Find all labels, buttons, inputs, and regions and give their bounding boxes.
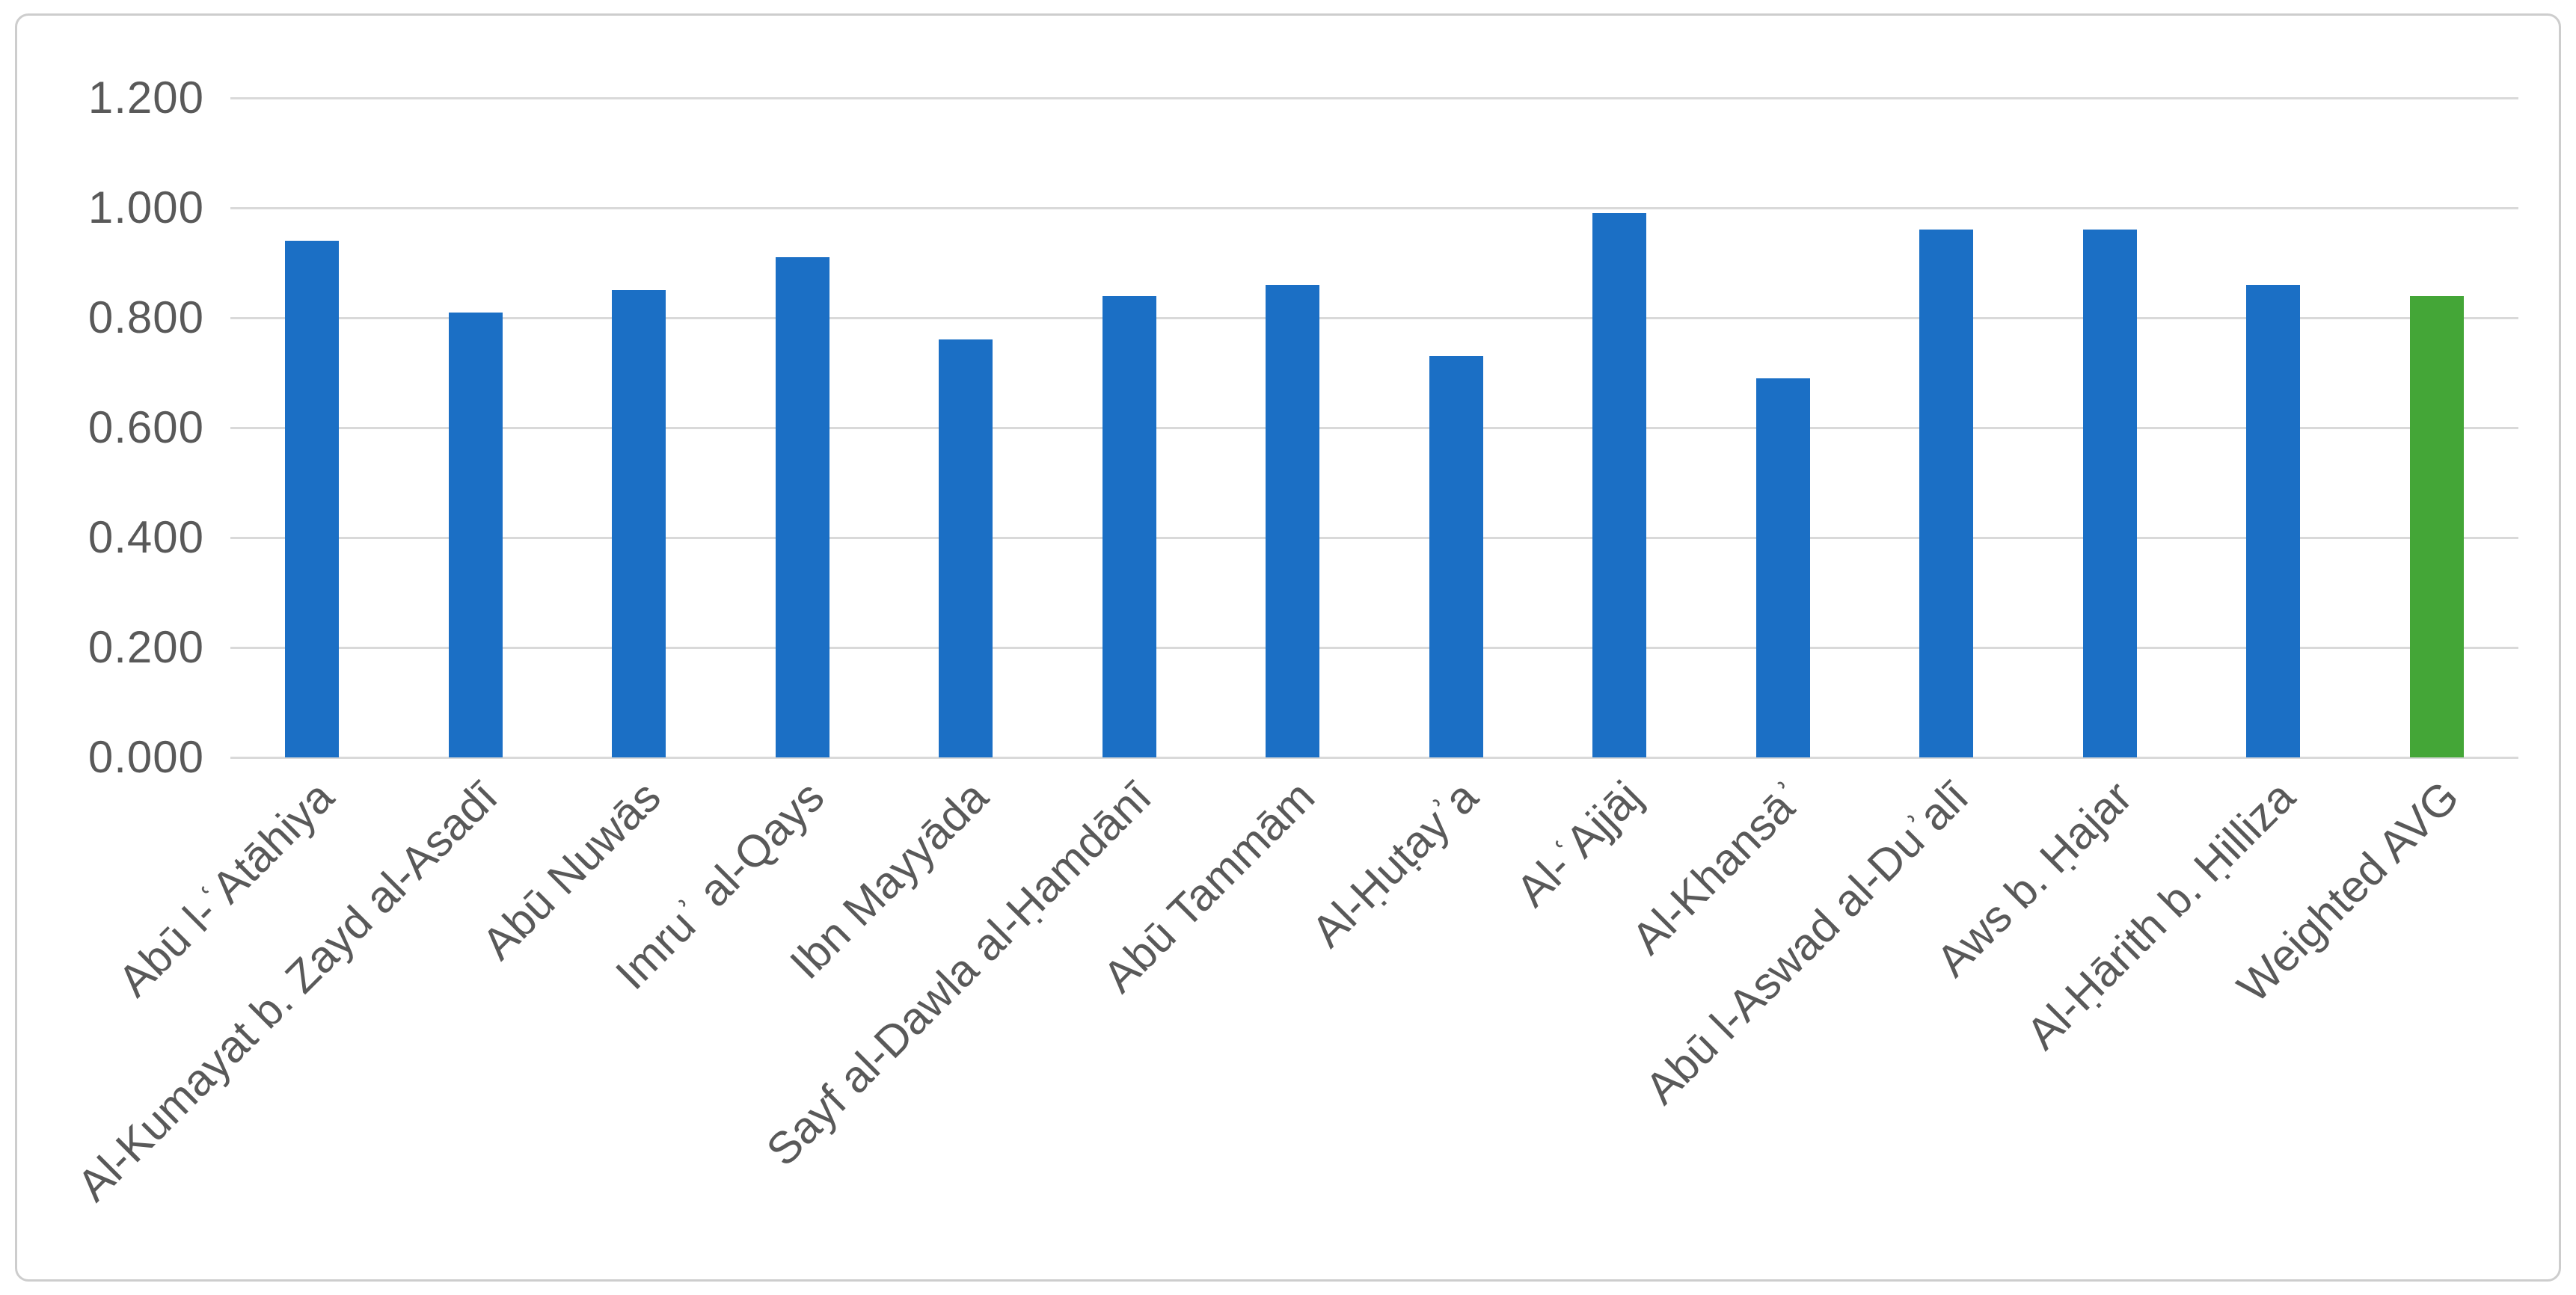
bar	[285, 241, 340, 757]
x-tick-label: Al-Ḥārith b. Ḥilliza	[2017, 771, 2305, 1059]
plot-area	[230, 97, 2518, 759]
gridline	[230, 207, 2518, 209]
y-tick-label: 0.200	[88, 622, 204, 672]
bar-weighted-avg	[2409, 295, 2464, 757]
gridline	[230, 647, 2518, 649]
bar	[1919, 230, 1974, 757]
gridline	[230, 97, 2518, 99]
gridline	[230, 537, 2518, 539]
bar	[2246, 284, 2301, 757]
bar	[448, 312, 503, 757]
bar	[2082, 230, 2137, 757]
gridline	[230, 427, 2518, 429]
y-tick-label: 1.200	[88, 73, 204, 123]
chart-frame: 0.000 0.200 0.400 0.600 0.800 1.000 1.200 Abū …	[15, 13, 2561, 1282]
bar	[1755, 378, 1810, 757]
y-tick-label: 0.800	[88, 292, 204, 342]
y-tick-label: 0.400	[88, 512, 204, 562]
bar	[939, 339, 993, 757]
x-axis-line	[230, 757, 2518, 759]
gridline	[230, 317, 2518, 319]
bar	[1266, 284, 1320, 757]
y-tick-label: 0.600	[88, 402, 204, 452]
bar	[1429, 356, 1483, 757]
bar	[1592, 213, 1647, 757]
x-tick-label: Al-Ḥuṭayʾa	[1302, 771, 1488, 957]
x-tick-label: Al-ʿAjjāj	[1506, 771, 1652, 917]
y-tick-label: 1.000	[88, 182, 204, 233]
bar	[1102, 295, 1156, 757]
bar	[775, 257, 829, 757]
bar	[612, 290, 666, 757]
y-tick-label: 0.000	[88, 732, 204, 782]
x-tick-label: Abū l-Aswad al-Duʾalī	[1635, 771, 1978, 1114]
